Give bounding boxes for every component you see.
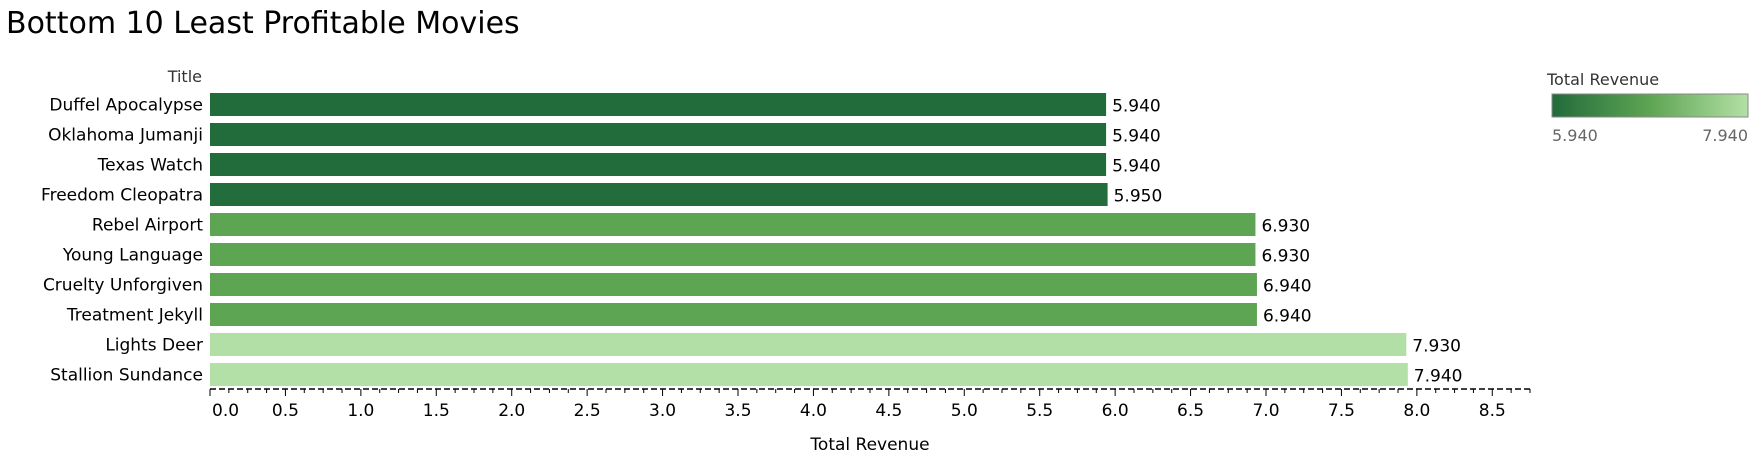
x-tick-label: 8.0 [1403,401,1430,421]
bar [210,123,1107,146]
x-tick-label: 0.0 [212,401,239,421]
x-tick-label: 7.0 [1252,401,1279,421]
value-label: 5.950 [1114,187,1163,207]
value-label: 7.940 [1414,367,1463,387]
value-label: 6.930 [1261,247,1310,267]
category-label: Duffel Apocalypse [49,96,203,116]
x-tick-label: 7.5 [1328,401,1355,421]
x-tick-label: 2.0 [498,401,525,421]
category-label: Rebel Airport [92,216,203,236]
bar [210,303,1257,326]
bars-group: Duffel Apocalypse 5.940 Oklahoma Jumanji 5.… [41,93,1462,387]
x-tick-label: 5.0 [951,401,978,421]
bar [210,273,1257,296]
value-label: 6.940 [1263,307,1312,327]
bar [210,333,1407,356]
category-label: Young Language [62,246,203,266]
x-tick-label: 6.5 [1177,401,1204,421]
x-tick-label: 8.5 [1479,401,1506,421]
bar [210,243,1256,266]
x-tick-label: 3.0 [649,401,676,421]
x-tick-label: 4.0 [800,401,827,421]
bar [210,213,1256,236]
x-axis: 0.0 0.5 1.0 1.5 2.0 2.5 3.0 3.5 4.0 4.5 5.0 5.5 6.0 6… [209,388,1531,421]
y-axis-title: Title [167,67,202,86]
bar [210,183,1108,206]
value-label: 5.940 [1112,157,1161,177]
legend-min-label: 5.940 [1552,126,1598,145]
category-label: Stallion Sundance [50,366,203,386]
category-label: Cruelty Unforgiven [43,276,203,296]
category-label: Oklahoma Jumanji [48,126,203,146]
bar [210,363,1408,386]
value-label: 6.940 [1263,277,1312,297]
category-label: Freedom Cleopatra [41,186,203,206]
bar [210,93,1107,116]
value-label: 5.940 [1112,97,1161,117]
x-axis-title: Total Revenue [809,435,929,455]
x-tick-label: 4.5 [875,401,902,421]
legend: Total Revenue 5.940 7.940 [1546,70,1749,145]
chart-title: Bottom 10 Least Profitable Movies [6,6,520,41]
x-tick-label: 1.5 [423,401,450,421]
category-label: Treatment Jekyll [66,306,203,326]
category-label: Lights Deer [105,336,203,356]
value-label: 5.940 [1112,127,1161,147]
value-label: 6.930 [1261,217,1310,237]
legend-gradient-bar [1551,93,1749,118]
x-tick-label: 5.5 [1026,401,1053,421]
legend-title: Total Revenue [1546,70,1659,89]
x-tick-label: 1.0 [347,401,374,421]
x-tick-label: 2.5 [574,401,601,421]
x-tick-label: 0.5 [272,401,299,421]
value-label: 7.930 [1412,337,1461,357]
category-label: Texas Watch [97,156,203,176]
bar [210,153,1107,176]
legend-max-label: 7.940 [1702,126,1748,145]
x-tick-label: 6.0 [1102,401,1129,421]
x-tick-label: 3.5 [724,401,751,421]
